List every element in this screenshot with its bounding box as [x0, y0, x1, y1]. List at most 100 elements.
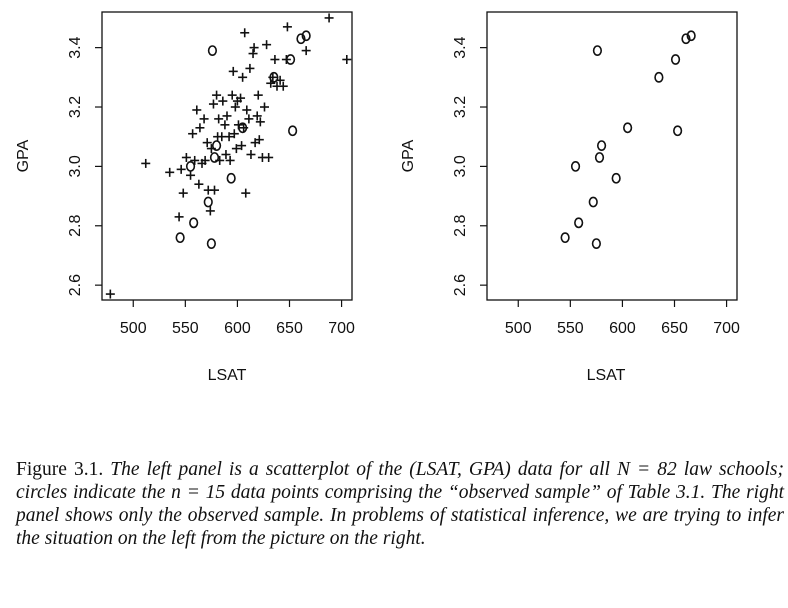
circle-point	[285, 54, 296, 65]
plus-point	[254, 135, 264, 145]
plus-point	[228, 66, 238, 76]
plus-point	[220, 120, 230, 130]
plus-point	[282, 22, 292, 32]
plus-point	[262, 40, 272, 50]
plus-point	[238, 72, 248, 82]
plus-point	[278, 81, 288, 91]
plus-point	[249, 43, 259, 53]
plus-point	[221, 150, 231, 160]
x-tick-label: 700	[328, 320, 355, 337]
plus-point	[248, 49, 258, 59]
plus-point	[237, 141, 247, 151]
plus-point	[208, 99, 218, 109]
right-scatter-panel: 500 550 600 650 700 2.6 2.8 3.0 3.2 3.4 LSAT GPA	[400, 11, 740, 384]
plus-point	[181, 152, 191, 162]
circle-point	[591, 238, 601, 249]
plus-point	[264, 152, 274, 162]
circle-point	[206, 238, 216, 249]
circle-point	[238, 122, 248, 134]
plus-point	[342, 55, 352, 65]
plus-point	[105, 289, 115, 299]
plus-point	[206, 144, 216, 154]
y-tick-label: 3.2	[452, 96, 469, 118]
caption-text: The left panel is a scatterplot of the (…	[16, 459, 785, 549]
left-scatter-panel: 500 550 600 650 700 2.6 2.8 3.0 3.2 3.4 LSAT GPA	[15, 11, 355, 384]
plus-point	[241, 188, 251, 198]
plus-point	[174, 212, 184, 222]
plus-point	[260, 102, 269, 112]
y-tick-label: 2.6	[452, 274, 469, 296]
plus-point	[222, 111, 232, 121]
plus-point	[324, 13, 334, 23]
circle-point	[209, 152, 220, 163]
plus-point	[194, 179, 204, 189]
circle-point	[560, 232, 570, 244]
plus-point	[236, 93, 246, 103]
plus-point	[225, 155, 235, 165]
circle-point	[207, 45, 218, 56]
x-axis-title: LSAT	[208, 367, 247, 384]
y-tick-label: 3.0	[67, 155, 84, 177]
plus-point	[240, 28, 250, 38]
plus-point	[245, 63, 255, 73]
circle-point	[203, 196, 213, 208]
plus-point	[176, 164, 186, 174]
circle-point	[673, 125, 683, 137]
circle-point	[189, 217, 199, 229]
plus-point	[218, 96, 228, 106]
x-tick-label: 650	[276, 320, 303, 337]
plus-point	[210, 185, 219, 195]
circle-point	[211, 140, 222, 152]
plus-point	[190, 155, 200, 165]
x-tick-label: 500	[505, 320, 532, 337]
circle-point	[269, 71, 279, 83]
circle-point	[175, 232, 185, 244]
y-axis-title: GPA	[15, 139, 32, 172]
figure-caption: Figure 3.1. The left panel is a scatterp…	[16, 458, 784, 550]
plus-point	[186, 170, 196, 180]
x-tick-label: 550	[557, 320, 584, 337]
circle-point	[296, 33, 306, 45]
plus-point	[231, 144, 241, 154]
plus-point	[199, 114, 209, 124]
plus-point	[141, 158, 151, 168]
circle-point	[226, 172, 236, 184]
plot-frame	[486, 11, 738, 301]
y-tick-label: 3.4	[67, 36, 84, 58]
circle-point	[301, 30, 311, 42]
y-tick-label: 3.2	[67, 96, 84, 118]
plus-point	[200, 155, 210, 165]
plus-point	[188, 129, 198, 139]
plus-point	[214, 114, 224, 124]
circle-point	[592, 45, 603, 56]
plus-point	[244, 114, 254, 124]
plus-point	[212, 90, 222, 100]
x-tick-label: 600	[224, 320, 251, 337]
plus-point	[224, 132, 234, 142]
plus-point	[205, 206, 215, 216]
circle-point	[588, 196, 598, 208]
circle-point	[570, 160, 581, 172]
plus-point	[192, 105, 202, 115]
plus-point	[255, 117, 265, 127]
plus-point	[195, 123, 205, 133]
plus-point	[253, 90, 263, 100]
plus-point	[165, 167, 175, 177]
circle-point	[596, 140, 607, 152]
plus-point	[242, 105, 252, 115]
y-tick-label: 2.6	[67, 274, 84, 296]
circle-point	[686, 30, 696, 42]
plus-point	[202, 138, 212, 148]
plus-point	[301, 46, 311, 56]
plus-point	[227, 90, 237, 100]
plus-point	[230, 102, 240, 112]
plus-point	[246, 150, 256, 160]
caption-label: Figure 3.1.	[16, 459, 104, 480]
plus-point	[215, 155, 225, 165]
circle-point	[288, 125, 298, 137]
y-tick-label: 3.0	[452, 155, 469, 177]
circle-point	[623, 122, 633, 134]
circle-point	[594, 152, 605, 163]
circle-point	[611, 172, 621, 184]
y-tick-label: 2.8	[67, 215, 84, 237]
